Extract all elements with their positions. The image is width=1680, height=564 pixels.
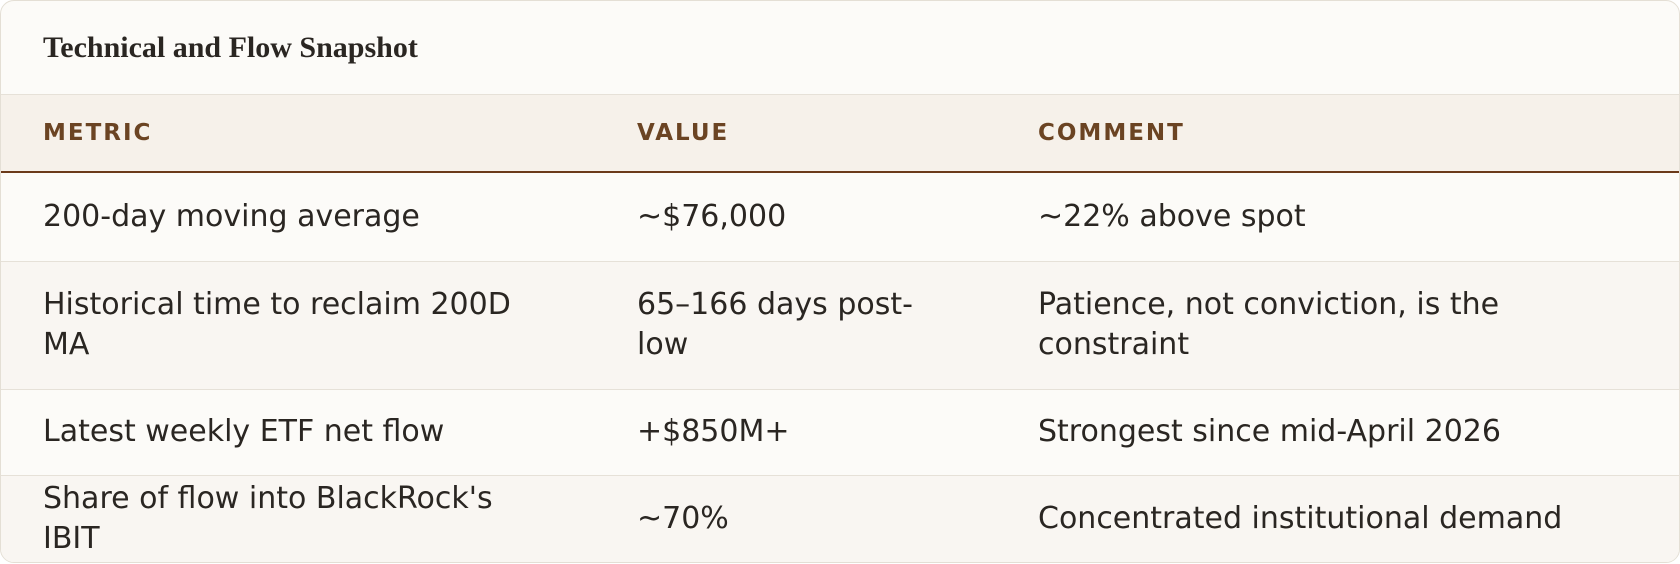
table-cell: Strongest since mid-April 2026 [996,389,1679,476]
table-cell: Historical time to reclaim 200D MA [1,261,595,390]
column-header: METRIC [1,95,595,173]
table-cell: 65–166 days post-low [595,261,996,390]
table-cell: Share of flow into BlackRock's IBIT [1,475,595,562]
table-header: METRIC VALUE COMMENT [1,95,1679,173]
table-cell: 200-day moving average [1,172,595,262]
header-row: METRIC VALUE COMMENT [1,95,1679,173]
table-cell: Patience, not conviction, is the constra… [996,261,1679,390]
card-title: Technical and Flow Snapshot [1,1,1679,95]
column-header: VALUE [595,95,996,173]
snapshot-table: METRIC VALUE COMMENT 200-day moving aver… [1,95,1679,562]
table-cell: +$850M+ [595,389,996,476]
table-cell: Concentrated institutional demand [996,475,1679,562]
table-cell: ~22% above spot [996,172,1679,262]
table-cell: ~$76,000 [595,172,996,262]
table-cell: Latest weekly ETF net flow [1,389,595,476]
table-body: 200-day moving average ~$76,000 ~22% above… [1,172,1679,562]
table-row: Historical time to reclaim 200D MA 65–166… [1,261,1679,390]
table-row: 200-day moving average ~$76,000 ~22% above… [1,172,1679,262]
table-cell: ~70% [595,475,996,562]
table-row: Latest weekly ETF net flow +$850M+ Stronge… [1,389,1679,476]
table-row: Share of flow into BlackRock's IBIT ~70% C… [1,475,1679,562]
column-header: COMMENT [996,95,1679,173]
